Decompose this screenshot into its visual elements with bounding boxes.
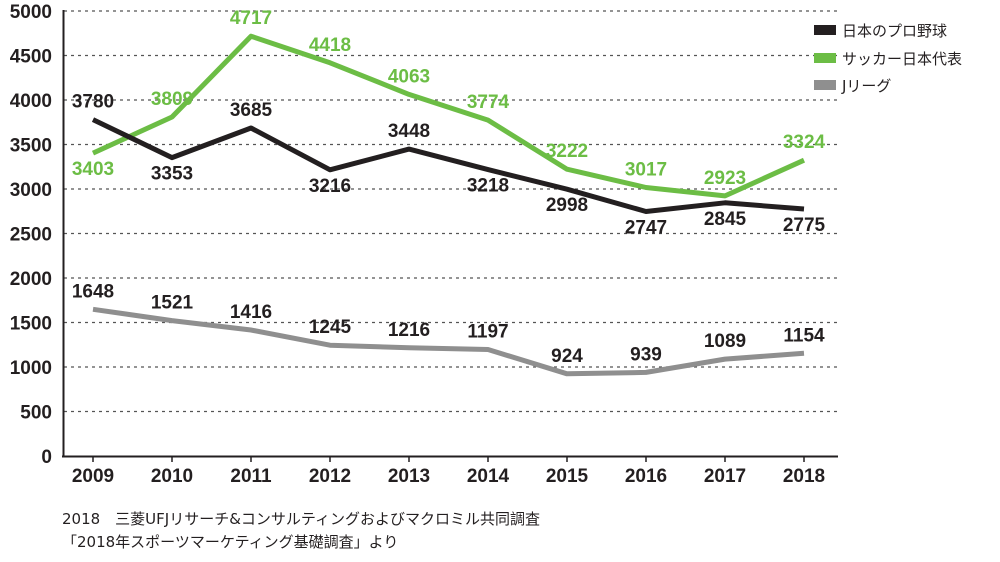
data-label: 1197 xyxy=(467,321,508,342)
series-line-1 xyxy=(91,33,806,199)
data-label: 2747 xyxy=(625,218,667,239)
data-label: 3685 xyxy=(230,100,273,121)
data-label: 1154 xyxy=(783,325,825,346)
source-note-line-1: 2018 三菱UFJリサーチ&コンサルティングおよびマクロミル共同調査 xyxy=(62,510,541,528)
y-tick-label: 1000 xyxy=(10,358,52,379)
data-label: 3353 xyxy=(151,164,193,185)
data-label: 1416 xyxy=(230,302,272,323)
legend-swatch xyxy=(814,80,836,90)
data-label: 3324 xyxy=(783,132,826,153)
data-label: 1089 xyxy=(704,331,746,352)
series-line-2 xyxy=(92,306,805,377)
data-label: 2923 xyxy=(704,168,746,189)
legend-swatch xyxy=(814,25,836,35)
y-tick-label: 2000 xyxy=(10,269,52,290)
data-label: 3774 xyxy=(467,92,510,113)
x-axis-ticks: 2009 2010 2011 2012 2013 2014 2015 2016 2017 2018 xyxy=(72,456,825,487)
data-label: 3218 xyxy=(467,176,509,197)
data-label: 2775 xyxy=(783,215,826,236)
y-tick-label: 2500 xyxy=(10,225,52,246)
data-label: 3403 xyxy=(72,159,114,180)
x-tick-label: 2012 xyxy=(309,466,351,487)
data-label: 1216 xyxy=(388,320,430,341)
data-label: 3216 xyxy=(309,176,351,197)
data-label: 1521 xyxy=(151,293,194,314)
x-tick-label: 2010 xyxy=(151,466,193,487)
data-label: 1648 xyxy=(72,281,114,302)
y-tick-label: 1500 xyxy=(10,314,52,335)
series-line-0 xyxy=(91,117,805,214)
x-tick-label: 2009 xyxy=(72,466,114,487)
x-tick-label: 2011 xyxy=(230,466,272,487)
data-label: 4418 xyxy=(309,35,351,56)
legend-swatch xyxy=(814,53,836,63)
data-label: 3222 xyxy=(546,141,588,162)
data-label: 939 xyxy=(630,344,662,365)
data-label: 4717 xyxy=(230,8,272,29)
y-tick-label: 4000 xyxy=(10,91,52,112)
y-tick-label: 3000 xyxy=(10,180,52,201)
y-tick-label: 4500 xyxy=(10,47,52,68)
data-labels: 3780 3353 3685 3216 3448 3218 2998 2747 2845 2775… xyxy=(72,8,826,367)
y-tick-label: 5000 xyxy=(10,2,52,23)
data-label: 3809 xyxy=(151,89,193,110)
legend-label: Jリーグ xyxy=(841,77,891,95)
y-axis-ticks: 0 500 1000 1500 2000 2500 3000 3500 4000 4500 5000 xyxy=(10,2,52,468)
x-tick-label: 2017 xyxy=(704,466,746,487)
series-lines xyxy=(91,33,806,377)
y-tick-label: 500 xyxy=(20,403,52,424)
x-tick-label: 2015 xyxy=(546,466,589,487)
x-tick-label: 2016 xyxy=(625,466,667,487)
data-label: 3017 xyxy=(625,159,667,180)
data-label: 2845 xyxy=(704,209,747,230)
legend-label: 日本のプロ野球 xyxy=(842,22,947,40)
x-tick-label: 2013 xyxy=(388,466,430,487)
data-label: 4063 xyxy=(388,66,430,87)
y-tick-label: 0 xyxy=(41,447,52,468)
data-label: 2998 xyxy=(546,195,588,216)
x-tick-label: 2014 xyxy=(467,466,510,487)
y-tick-label: 3500 xyxy=(10,136,52,157)
data-label: 1245 xyxy=(309,317,352,338)
data-label: 3780 xyxy=(72,92,114,113)
legend-label: サッカー日本代表 xyxy=(842,50,962,68)
data-label: 924 xyxy=(551,346,583,367)
data-label: 3448 xyxy=(388,121,430,142)
source-note-line-2: 「2018年スポーツマーケティング基礎調査」より xyxy=(62,533,399,551)
x-tick-label: 2018 xyxy=(783,466,825,487)
